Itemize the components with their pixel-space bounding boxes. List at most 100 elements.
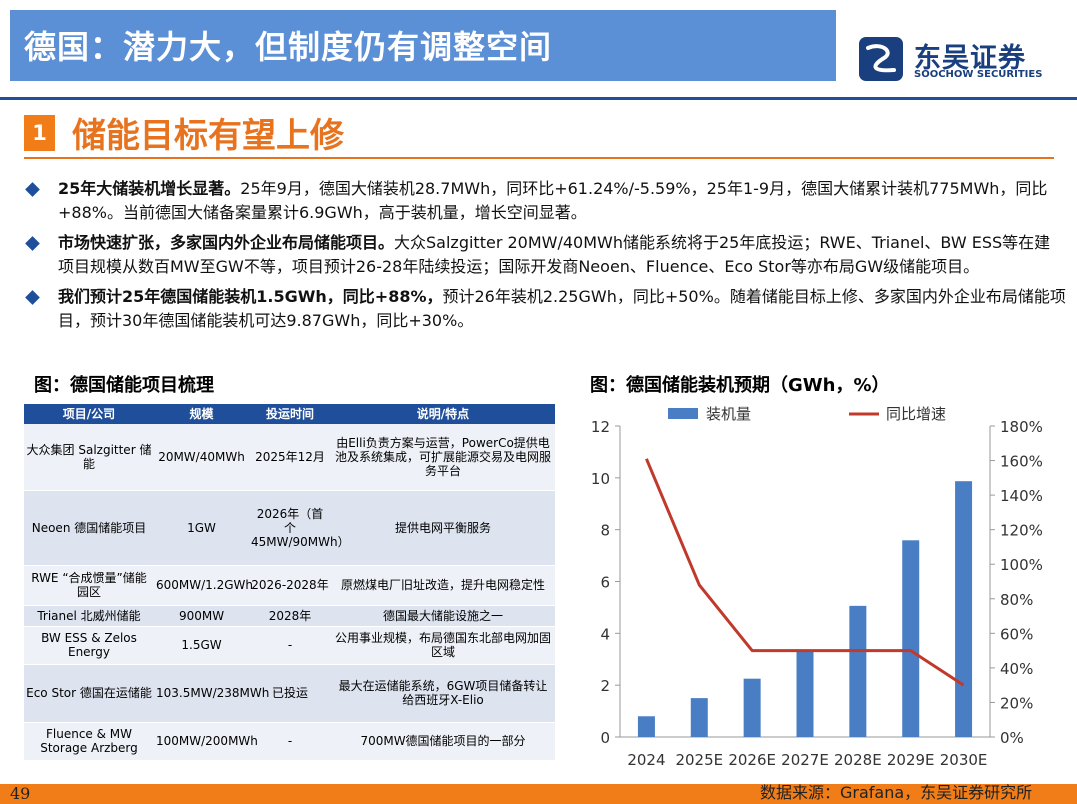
table-cell: 100MW/200MWh xyxy=(154,722,258,761)
bullet-text: 预计26年装机2.25GWh，同比+50%。随着储能目标上修、多家国内外企业布局… xyxy=(58,287,1066,330)
bullet-list: 25年大储装机增长显著。25年9月，德国大储装机28.7MWh，同环比+61.2… xyxy=(25,177,1066,339)
table-cell: 德国最大储能设施之一 xyxy=(331,605,555,627)
section-divider xyxy=(24,157,1054,159)
table-cell: 由Elli负责方案与运营，PowerCo提供电池及系统集成，可扩展能源交易及电网… xyxy=(331,424,555,491)
diamond-bullet-icon xyxy=(25,290,40,305)
bar xyxy=(955,481,973,737)
legend-bar-swatch xyxy=(668,408,698,419)
header-bar: 德国：潜力大，但制度仍有调整空间 xyxy=(10,10,836,81)
logo-cn-text: 东吴证券 xyxy=(914,43,1026,74)
bar xyxy=(902,540,920,737)
table-cell: Eco Stor 德国在运储能 xyxy=(24,664,154,723)
legend-bar-label: 装机量 xyxy=(706,405,751,423)
left-tick-label: 10 xyxy=(591,470,610,488)
x-tick-label: 2025E xyxy=(675,751,723,769)
column-header: 说明/特点 xyxy=(331,404,555,424)
right-tick-label: 0% xyxy=(1000,729,1024,747)
x-tick-label: 2030E xyxy=(940,751,988,769)
table-row: Eco Stor 德国在运储能 103.5MW/238MWh 已投运 最大在运储… xyxy=(24,664,555,723)
table-cell: 提供电网平衡服务 xyxy=(331,490,555,566)
table-cell: 2028年 xyxy=(249,605,331,627)
table-cell: Fluence & MW Storage Arzberg xyxy=(24,722,154,761)
project-table: 项目/公司 规模 投运时间 说明/特点 大众集团 Salzgitter 储能 2… xyxy=(24,404,555,761)
left-tick-label: 2 xyxy=(600,677,610,695)
diamond-bullet-icon xyxy=(25,182,40,197)
table-header-row: 项目/公司 规模 投运时间 说明/特点 xyxy=(24,404,555,424)
table-row: Trianel 北威州储能 900MW 2028年 德国最大储能设施之一 xyxy=(24,605,555,627)
table-cell: RWE “合成惯量”储能园区 xyxy=(24,565,154,606)
left-tick-label: 8 xyxy=(600,522,610,540)
page-number: 49 xyxy=(10,784,31,803)
table-row: Neoen 德国储能项目 1GW 2026年（首个45MW/90MWh） 提供电… xyxy=(24,490,555,566)
table-title: 图：德国储能项目梳理 xyxy=(34,375,214,396)
table-row: RWE “合成惯量”储能园区 600MW/1.2GWh 2026-2028年 原… xyxy=(24,565,555,606)
footer-bar xyxy=(0,784,1077,804)
right-tick-label: 100% xyxy=(1000,556,1043,574)
x-tick-label: 2027E xyxy=(781,751,829,769)
bullet-item: 市场快速扩张，多家国内外企业布局储能项目。大众Salzgitter 20MW/4… xyxy=(25,231,1066,279)
left-tick-label: 6 xyxy=(600,574,610,592)
table-cell: 103.5MW/238MWh xyxy=(154,664,269,723)
column-header: 投运时间 xyxy=(249,404,331,424)
table-cell: Trianel 北威州储能 xyxy=(24,605,154,627)
table-cell: 1GW xyxy=(154,490,249,566)
right-tick-label: 60% xyxy=(1000,625,1033,643)
table-cell: 1.5GW xyxy=(154,626,249,665)
table-cell: - xyxy=(249,722,331,761)
column-header: 规模 xyxy=(154,404,249,424)
bullet-item: 25年大储装机增长显著。25年9月，德国大储装机28.7MWh，同环比+61.2… xyxy=(25,177,1066,225)
growth-line xyxy=(645,458,965,687)
table-cell: 2026-2028年 xyxy=(249,565,331,606)
table-cell: 公用事业规模，布局德国东北部电网加固区域 xyxy=(331,626,555,665)
table-cell: 原燃煤电厂旧址改造，提升电网稳定性 xyxy=(331,565,555,606)
right-tick-label: 160% xyxy=(1000,453,1043,471)
left-tick-label: 4 xyxy=(600,625,610,643)
table-cell: 20MW/40MWh xyxy=(154,424,249,491)
diamond-bullet-icon xyxy=(25,236,40,251)
bullet-lead: 市场快速扩张，多家国内外企业布局储能项目。 xyxy=(58,233,395,252)
table-cell: 600MW/1.2GWh xyxy=(154,565,253,606)
table-row: Fluence & MW Storage Arzberg 100MW/200MW… xyxy=(24,722,555,761)
x-tick-label: 2028E xyxy=(834,751,882,769)
top-divider xyxy=(0,97,1077,100)
column-header: 项目/公司 xyxy=(24,404,154,424)
section-number: 1 xyxy=(24,115,55,151)
x-tick-label: 2029E xyxy=(887,751,935,769)
page-title: 德国：潜力大，但制度仍有调整空间 xyxy=(24,28,553,66)
table-cell: 已投运 xyxy=(249,664,331,723)
bullet-text: 大众Salzgitter 20MW/40MWh储能系统将于25年底投运；RWE、… xyxy=(58,233,1051,276)
bar xyxy=(796,649,814,737)
bullet-item: 我们预计25年德国储能装机1.5GWh，同比+88%，预计26年装机2.25GW… xyxy=(25,285,1066,333)
right-tick-label: 80% xyxy=(1000,591,1033,609)
bullet-lead: 我们预计25年德国储能装机1.5GWh，同比+88%， xyxy=(58,287,443,306)
table-cell: 2026年（首个45MW/90MWh） xyxy=(249,490,350,566)
right-tick-label: 140% xyxy=(1000,487,1043,505)
right-tick-label: 20% xyxy=(1000,694,1033,712)
bar xyxy=(849,605,867,737)
table-cell: 最大在运储能系统，6GW项目储备转让给西班牙X-Elio xyxy=(331,664,555,723)
table-cell: Neoen 德国储能项目 xyxy=(24,490,154,566)
section-title: 储能目标有望上修 xyxy=(72,116,344,156)
table-cell: 700MW德国储能项目的一部分 xyxy=(331,722,555,761)
bar xyxy=(637,716,655,737)
left-tick-label: 12 xyxy=(591,418,610,436)
installation-chart: 0246810120%20%40%60%80%100%120%140%160%1… xyxy=(591,405,1043,769)
x-tick-label: 2024 xyxy=(627,751,665,769)
table-cell: 900MW xyxy=(154,605,249,627)
table-cell: - xyxy=(249,626,331,665)
bar xyxy=(743,678,761,737)
chart-title: 图：德国储能装机预期（GWh，%） xyxy=(590,375,890,396)
soochow-logo-icon xyxy=(859,37,903,81)
x-tick-label: 2026E xyxy=(728,751,776,769)
right-tick-label: 40% xyxy=(1000,660,1033,678)
table-cell: 2025年12月 xyxy=(249,424,331,491)
table-row: 大众集团 Salzgitter 储能 20MW/40MWh 2025年12月 由… xyxy=(24,424,555,491)
bullet-lead: 25年大储装机增长显著。 xyxy=(58,179,241,198)
right-tick-label: 120% xyxy=(1000,522,1043,540)
company-logo: 东吴证券 SOOCHOW SECURITIES xyxy=(858,36,1068,82)
logo-en-text: SOOCHOW SECURITIES xyxy=(914,69,1043,80)
table-row: BW ESS & Zelos Energy 1.5GW - 公用事业规模，布局德… xyxy=(24,626,555,665)
left-tick-label: 0 xyxy=(600,729,610,747)
legend-line-label: 同比增速 xyxy=(886,405,946,423)
table-cell: BW ESS & Zelos Energy xyxy=(24,626,154,665)
